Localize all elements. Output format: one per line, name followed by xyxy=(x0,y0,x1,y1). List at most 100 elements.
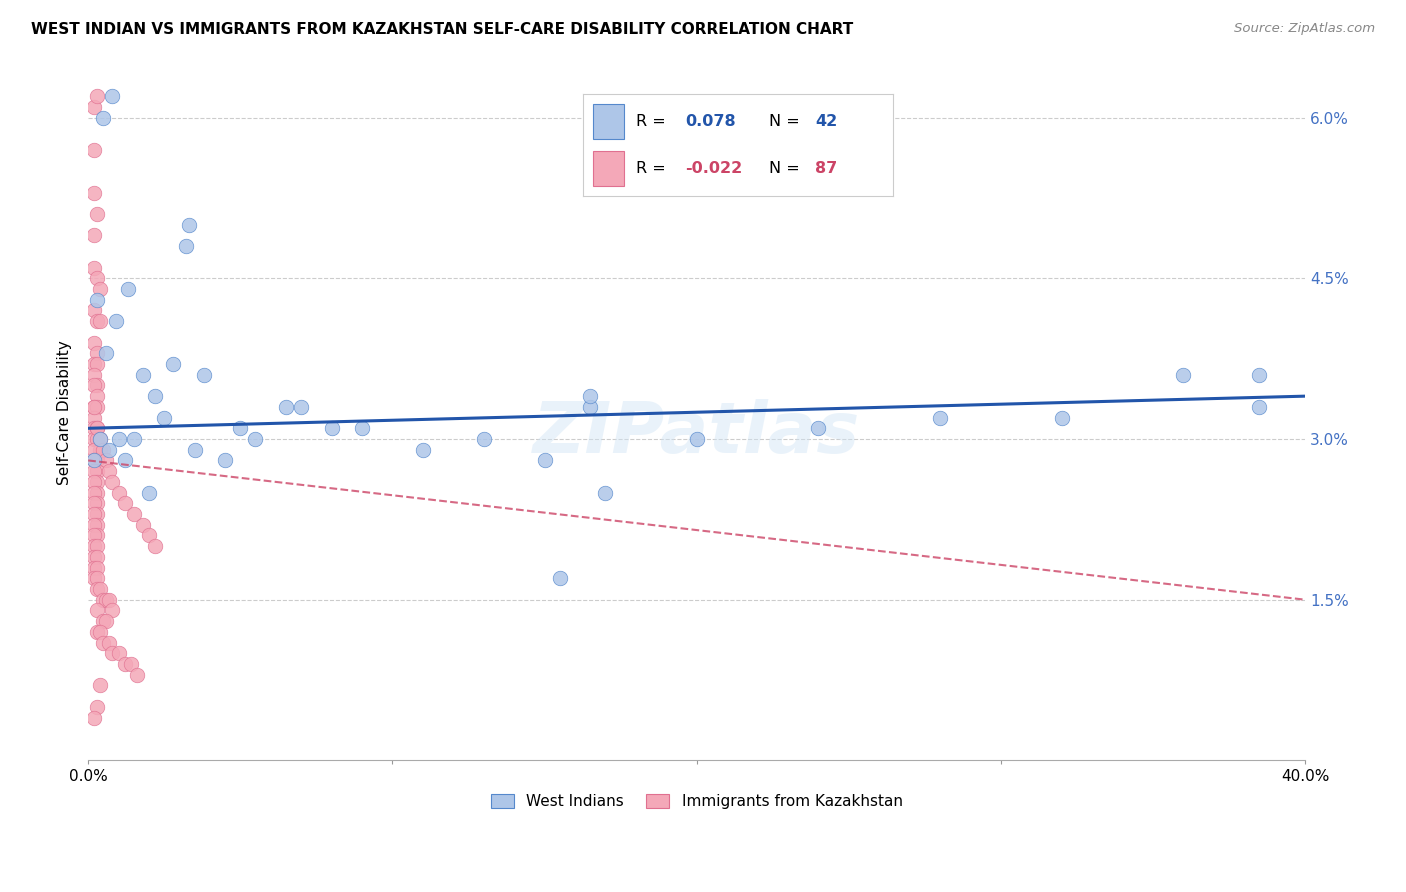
Point xyxy=(89,442,111,457)
Point xyxy=(117,282,139,296)
Point xyxy=(83,549,105,564)
Point xyxy=(548,571,571,585)
Point xyxy=(132,368,155,382)
Point xyxy=(89,282,111,296)
Point xyxy=(86,271,108,285)
Point xyxy=(83,421,105,435)
Point xyxy=(83,528,105,542)
Point xyxy=(83,464,105,478)
Point xyxy=(1249,400,1271,414)
Point xyxy=(579,389,602,403)
Point xyxy=(1050,410,1073,425)
Point xyxy=(350,421,373,435)
Point xyxy=(86,421,108,435)
Point xyxy=(86,432,108,446)
Point xyxy=(595,485,617,500)
Point xyxy=(86,89,108,103)
Text: R =: R = xyxy=(636,161,666,176)
Point xyxy=(86,624,108,639)
Point xyxy=(101,475,124,489)
Text: 42: 42 xyxy=(815,114,838,128)
Point xyxy=(83,400,105,414)
Point xyxy=(125,667,148,681)
Point xyxy=(120,657,142,671)
Text: R =: R = xyxy=(636,114,666,128)
Point xyxy=(86,453,108,467)
Point xyxy=(83,710,105,724)
Point xyxy=(143,539,166,553)
Point xyxy=(472,432,495,446)
Point xyxy=(86,496,108,510)
Point xyxy=(83,186,105,200)
Text: ZIPatlas: ZIPatlas xyxy=(533,399,860,467)
Point xyxy=(96,592,118,607)
Point xyxy=(83,378,105,392)
Point xyxy=(114,453,136,467)
Point xyxy=(245,432,267,446)
Point xyxy=(321,421,343,435)
Point xyxy=(1249,368,1271,382)
Point xyxy=(96,346,118,360)
Point xyxy=(132,517,155,532)
Point xyxy=(193,368,215,382)
Point xyxy=(107,646,129,660)
Point xyxy=(174,239,197,253)
Point xyxy=(533,453,555,467)
Point xyxy=(86,549,108,564)
Point xyxy=(86,517,108,532)
Point xyxy=(98,464,121,478)
Point xyxy=(229,421,252,435)
Point xyxy=(86,699,108,714)
Point xyxy=(290,400,312,414)
Point xyxy=(122,432,145,446)
Point xyxy=(138,528,160,542)
Point xyxy=(98,635,121,649)
Point xyxy=(86,293,108,307)
Text: N =: N = xyxy=(769,161,800,176)
Point xyxy=(86,207,108,221)
Point xyxy=(143,389,166,403)
Point xyxy=(412,442,434,457)
Point xyxy=(86,357,108,371)
Point xyxy=(83,485,105,500)
Text: -0.022: -0.022 xyxy=(686,161,742,176)
Point xyxy=(122,507,145,521)
Y-axis label: Self-Care Disability: Self-Care Disability xyxy=(58,340,72,484)
Point xyxy=(83,539,105,553)
Point xyxy=(86,475,108,489)
Point xyxy=(93,592,115,607)
Point xyxy=(807,421,830,435)
Bar xyxy=(593,104,624,139)
Legend: West Indians, Immigrants from Kazakhstan: West Indians, Immigrants from Kazakhstan xyxy=(485,788,908,815)
Point xyxy=(685,432,707,446)
Point xyxy=(83,560,105,574)
Point xyxy=(83,400,105,414)
Point xyxy=(86,571,108,585)
Point xyxy=(83,475,105,489)
Point xyxy=(138,485,160,500)
Point xyxy=(162,357,184,371)
Point xyxy=(89,314,111,328)
Point xyxy=(83,357,105,371)
Point xyxy=(83,303,105,318)
Point xyxy=(1173,368,1195,382)
Point xyxy=(89,582,111,596)
Text: 87: 87 xyxy=(815,161,838,176)
Point xyxy=(83,432,105,446)
Point xyxy=(101,646,124,660)
Point xyxy=(104,314,127,328)
Point xyxy=(83,453,105,467)
Point xyxy=(86,421,108,435)
Text: Source: ZipAtlas.com: Source: ZipAtlas.com xyxy=(1234,22,1375,36)
Point xyxy=(86,539,108,553)
Point xyxy=(86,400,108,414)
Point xyxy=(83,143,105,157)
Point xyxy=(83,228,105,243)
Point xyxy=(579,400,602,414)
Point xyxy=(183,442,205,457)
Point xyxy=(274,400,297,414)
Point xyxy=(93,614,115,628)
Text: 0.078: 0.078 xyxy=(686,114,737,128)
Point xyxy=(86,314,108,328)
Text: WEST INDIAN VS IMMIGRANTS FROM KAZAKHSTAN SELF-CARE DISABILITY CORRELATION CHART: WEST INDIAN VS IMMIGRANTS FROM KAZAKHSTA… xyxy=(31,22,853,37)
